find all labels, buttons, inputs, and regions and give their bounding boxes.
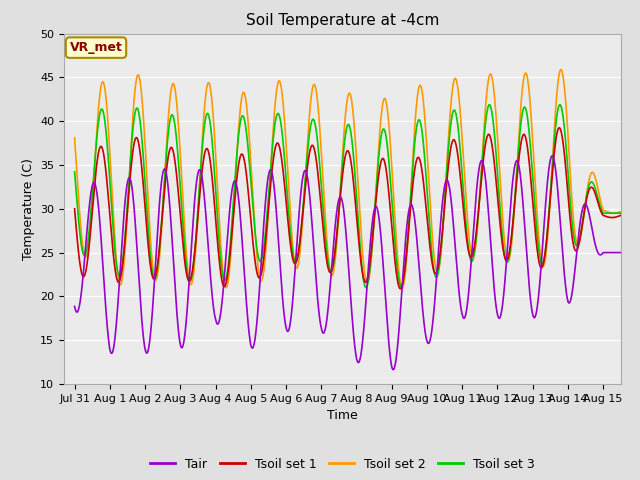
Text: VR_met: VR_met (70, 41, 122, 54)
Legend: Tair, Tsoil set 1, Tsoil set 2, Tsoil set 3: Tair, Tsoil set 1, Tsoil set 2, Tsoil se… (145, 453, 540, 476)
Y-axis label: Temperature (C): Temperature (C) (22, 158, 35, 260)
Title: Soil Temperature at -4cm: Soil Temperature at -4cm (246, 13, 439, 28)
X-axis label: Time: Time (327, 409, 358, 422)
